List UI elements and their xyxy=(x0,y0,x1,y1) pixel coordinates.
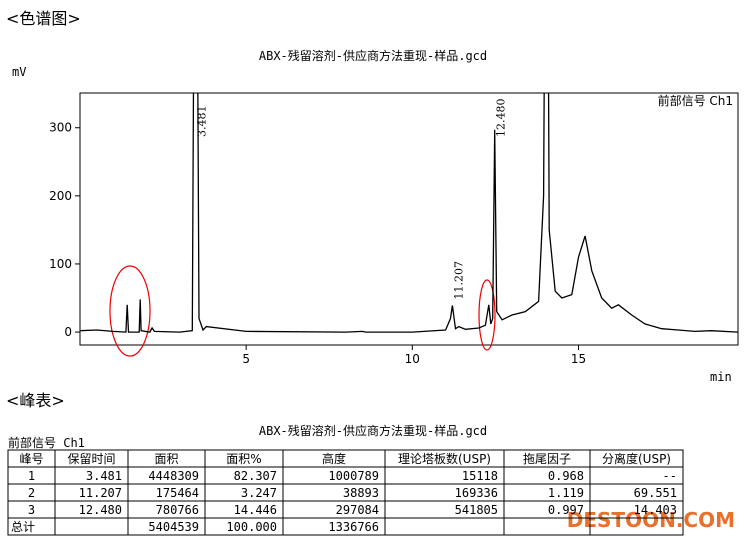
table-cell: 1 xyxy=(28,469,35,483)
highlight-circle xyxy=(109,265,151,357)
y-tick-label: 200 xyxy=(49,189,72,203)
table-cell: 4448309 xyxy=(148,469,199,483)
table-cell: 12.480 xyxy=(79,503,122,517)
peak-label: 3.481 xyxy=(196,106,209,138)
table-cell: 780766 xyxy=(156,503,199,517)
table-cell: 2 xyxy=(28,486,35,500)
table-cell: 297084 xyxy=(336,503,379,517)
table-header: 面积 xyxy=(154,452,178,466)
table-cell: 82.307 xyxy=(234,469,277,483)
table-header: 分离度(USP) xyxy=(602,451,671,466)
table-cell: 3 xyxy=(28,503,35,517)
y-axis-label: mV xyxy=(12,65,26,79)
table-header: 拖尾因子 xyxy=(523,452,571,466)
table-cell: 169336 xyxy=(455,486,498,500)
table-cell: 100.000 xyxy=(226,520,277,534)
section-title: <色谱图> xyxy=(6,9,81,28)
trace xyxy=(80,93,738,333)
table-cell: 15118 xyxy=(462,469,498,483)
table-header: 理论塔板数(USP) xyxy=(398,451,491,466)
peak-label: 11.207 xyxy=(452,261,465,300)
table-cell: 3.247 xyxy=(241,486,277,500)
x-tick-label: 10 xyxy=(405,352,420,366)
table-cell: 0.968 xyxy=(548,469,584,483)
table-header: 峰号 xyxy=(19,452,43,466)
x-tick-label: 5 xyxy=(242,352,250,366)
table-header: 面积% xyxy=(226,452,261,466)
table-cell: 3.481 xyxy=(86,469,122,483)
y-tick-label: 0 xyxy=(64,325,72,339)
table-cell: 1.119 xyxy=(548,486,584,500)
x-tick-label: 15 xyxy=(571,352,586,366)
table-cell: 11.207 xyxy=(79,486,122,500)
table-header: 高度 xyxy=(322,451,346,466)
x-axis-label: min xyxy=(710,370,732,384)
table-signal-label: 前部信号 Ch1 xyxy=(8,435,85,450)
table-cell: 38893 xyxy=(343,486,379,500)
table-cell: 69.551 xyxy=(634,486,677,500)
signal-label: 前部信号 Ch1 xyxy=(658,93,733,108)
table-cell: 14.446 xyxy=(234,503,277,517)
plot-frame xyxy=(79,92,739,346)
table-cell: 175464 xyxy=(156,486,199,500)
table-cell: -- xyxy=(663,469,677,483)
y-tick-label: 300 xyxy=(49,121,72,135)
y-tick-label: 100 xyxy=(49,257,72,271)
chart-title: ABX-残留溶剂-供应商方法重现-样品.gcd xyxy=(259,48,487,63)
table-cell: 14.403 xyxy=(634,503,677,517)
table-cell: 541805 xyxy=(455,503,498,517)
table-title: ABX-残留溶剂-供应商方法重现-样品.gcd xyxy=(259,423,487,438)
highlight-circle xyxy=(478,279,496,351)
table-cell: 总计 xyxy=(11,520,35,534)
table-frame xyxy=(7,449,684,536)
table-cell: 1336766 xyxy=(328,520,379,534)
table-cell: 0.997 xyxy=(548,503,584,517)
table-cell: 1000789 xyxy=(328,469,379,483)
table-cell: 5404539 xyxy=(148,520,199,534)
table-header: 保留时间 xyxy=(67,452,115,466)
watermark: DESTOON.COM xyxy=(567,508,735,532)
section-title: <峰表> xyxy=(6,391,65,410)
peak-label: 12.480 xyxy=(495,99,508,138)
